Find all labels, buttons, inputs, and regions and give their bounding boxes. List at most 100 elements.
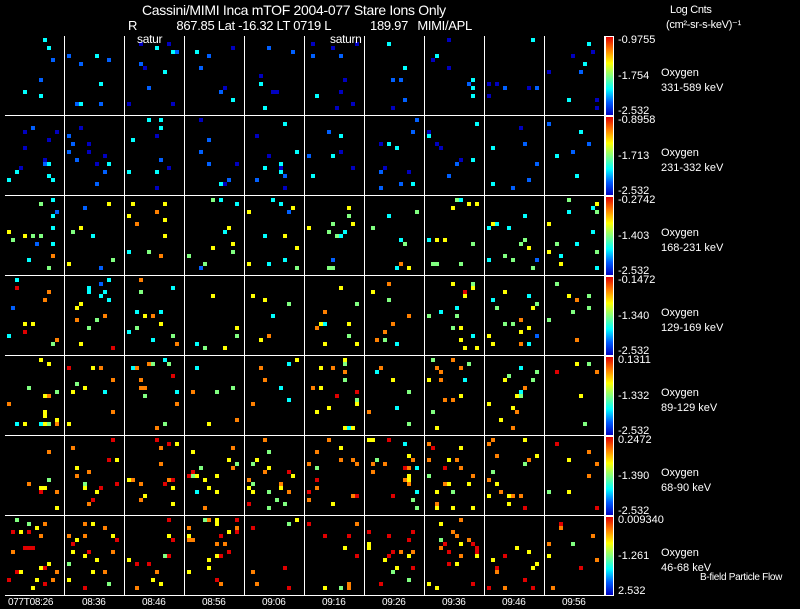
heatmap-cell — [65, 276, 125, 356]
data-pixel — [55, 210, 59, 214]
colorbar-mid-label: -1.261 — [618, 550, 650, 562]
data-pixel — [235, 462, 239, 466]
data-pixel — [343, 358, 347, 362]
data-pixel — [295, 358, 299, 362]
data-pixel — [575, 298, 579, 302]
data-pixel — [335, 394, 339, 398]
data-pixel — [91, 234, 95, 238]
data-pixel — [283, 234, 287, 238]
data-pixel — [431, 410, 435, 414]
data-pixel — [107, 458, 111, 462]
data-pixel — [67, 422, 71, 426]
data-pixel — [339, 150, 343, 154]
data-pixel — [107, 162, 111, 166]
heatmap-cell — [365, 276, 425, 356]
colorbar — [605, 196, 614, 276]
data-pixel — [591, 50, 595, 54]
data-pixel — [95, 558, 99, 562]
data-pixel — [43, 394, 47, 398]
data-pixel — [271, 90, 275, 94]
data-pixel — [23, 90, 27, 94]
data-pixel — [327, 406, 331, 410]
heatmap-cell — [545, 196, 605, 276]
data-pixel — [207, 422, 211, 426]
data-pixel — [435, 502, 439, 506]
heatmap-cell — [485, 116, 545, 196]
data-pixel — [171, 538, 175, 542]
data-pixel — [83, 206, 87, 210]
heatmap-cell — [485, 356, 545, 436]
data-pixel — [351, 494, 355, 498]
data-pixel — [495, 570, 499, 574]
heatmap-cell — [65, 356, 125, 436]
data-pixel — [43, 162, 47, 166]
data-pixel — [43, 414, 47, 418]
data-pixel — [263, 166, 267, 170]
data-pixel — [187, 538, 191, 542]
data-pixel — [83, 486, 87, 490]
data-pixel — [451, 530, 455, 534]
data-pixel — [471, 506, 475, 510]
data-pixel — [587, 142, 591, 146]
data-pixel — [471, 474, 475, 478]
data-pixel — [379, 582, 383, 586]
data-pixel — [7, 402, 11, 406]
data-pixel — [187, 526, 191, 530]
data-pixel — [47, 162, 51, 166]
data-pixel — [159, 118, 163, 122]
heatmap-cell — [485, 36, 545, 116]
data-pixel — [207, 558, 211, 562]
data-pixel — [343, 230, 347, 234]
energy-range: 168-231 keV — [661, 242, 724, 254]
data-pixel — [403, 66, 407, 70]
data-pixel — [415, 466, 419, 470]
data-pixel — [587, 306, 591, 310]
data-pixel — [51, 242, 55, 246]
footer-label: B-field Particle Flow — [700, 572, 783, 583]
data-pixel — [515, 410, 519, 414]
data-pixel — [351, 166, 355, 170]
data-pixel — [7, 334, 11, 338]
data-pixel — [511, 494, 515, 498]
data-pixel — [91, 570, 95, 574]
data-pixel — [503, 322, 507, 326]
data-pixel — [523, 506, 527, 510]
data-pixel — [371, 438, 375, 442]
data-pixel — [595, 506, 599, 510]
colorbar — [605, 276, 614, 356]
data-pixel — [31, 234, 35, 238]
data-pixel — [11, 306, 15, 310]
species-label: Oxygen 129-169 keV — [661, 306, 723, 336]
colorbar — [605, 516, 614, 596]
colorbar-max-label: -0.1472 — [618, 274, 656, 286]
data-pixel — [311, 386, 315, 390]
data-pixel — [167, 362, 171, 366]
data-pixel — [75, 318, 79, 322]
data-pixel — [403, 98, 407, 102]
heatmap-grid — [5, 36, 605, 596]
data-pixel — [355, 402, 359, 406]
data-pixel — [47, 46, 51, 50]
data-pixel — [559, 526, 563, 530]
data-pixel — [143, 494, 147, 498]
data-pixel — [491, 438, 495, 442]
data-pixel — [519, 242, 523, 246]
data-pixel — [323, 342, 327, 346]
data-pixel — [499, 418, 503, 422]
data-pixel — [227, 178, 231, 182]
data-pixel — [399, 78, 403, 82]
data-pixel — [435, 366, 439, 370]
species-label: Oxygen 331-589 keV — [661, 66, 723, 96]
species-name: Oxygen — [661, 307, 699, 319]
heatmap-cell — [125, 356, 185, 436]
data-pixel — [187, 570, 191, 574]
data-pixel — [331, 266, 335, 270]
data-pixel — [287, 490, 291, 494]
data-pixel — [459, 158, 463, 162]
data-pixel — [475, 554, 479, 558]
data-pixel — [143, 386, 147, 390]
data-pixel — [55, 390, 59, 394]
data-pixel — [331, 46, 335, 50]
data-pixel — [203, 478, 207, 482]
heatmap-cell — [245, 36, 305, 116]
